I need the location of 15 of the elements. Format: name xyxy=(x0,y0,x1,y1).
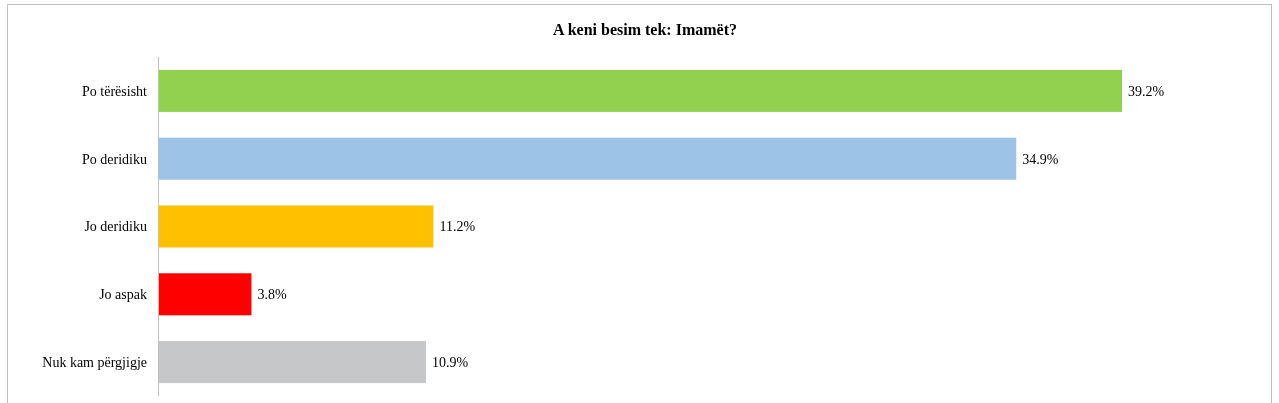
data-label: 3.8% xyxy=(257,287,287,303)
bar xyxy=(158,205,434,248)
y-tick-label: Po deridiku xyxy=(82,151,147,167)
data-label: 34.9% xyxy=(1022,151,1059,167)
chart-title: A keni besim tek: Imamët? xyxy=(553,21,737,38)
bar xyxy=(158,137,1017,180)
bar xyxy=(158,273,252,316)
bar xyxy=(158,69,1122,112)
data-label: 39.2% xyxy=(1128,83,1165,99)
data-label: 11.2% xyxy=(439,219,476,235)
y-tick-label: Nuk kam përgjigje xyxy=(42,355,147,370)
y-tick-label: Po tërësisht xyxy=(82,83,148,99)
y-tick-label: Jo aspak xyxy=(99,287,147,303)
y-tick-label: Jo deridiku xyxy=(84,219,147,235)
data-label: 10.9% xyxy=(432,355,469,370)
